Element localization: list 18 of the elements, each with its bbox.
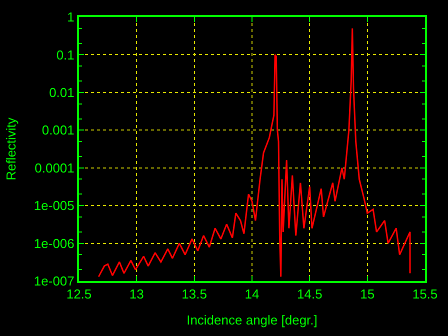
y-tick-label: 0.01 <box>49 84 74 100</box>
x-tick-label: 13.5 <box>182 286 207 302</box>
x-tick-label: 15.5 <box>412 286 438 302</box>
x-tick-label: 14 <box>244 286 260 302</box>
y-tick-label: 0.001 <box>42 122 74 138</box>
x-tick-label: 12.5 <box>66 286 92 302</box>
x-axis-title: Incidence angle [degr.] <box>186 312 318 328</box>
y-tick-label: 0.0001 <box>34 160 74 176</box>
y-axis-title: Reflectivity <box>3 117 18 180</box>
x-tick-label: 13 <box>129 286 144 302</box>
y-tick-label: 1e-006 <box>34 236 74 251</box>
y-tick-label: 1e-005 <box>34 198 74 214</box>
y-tick-label: 1e-007 <box>34 274 74 289</box>
y-tick-label: 1 <box>67 10 74 25</box>
line-series <box>98 28 411 278</box>
y-tick-label: 0.1 <box>56 47 74 62</box>
x-tick-label: 14.5 <box>297 286 322 302</box>
x-tick-label: 15 <box>360 286 375 302</box>
